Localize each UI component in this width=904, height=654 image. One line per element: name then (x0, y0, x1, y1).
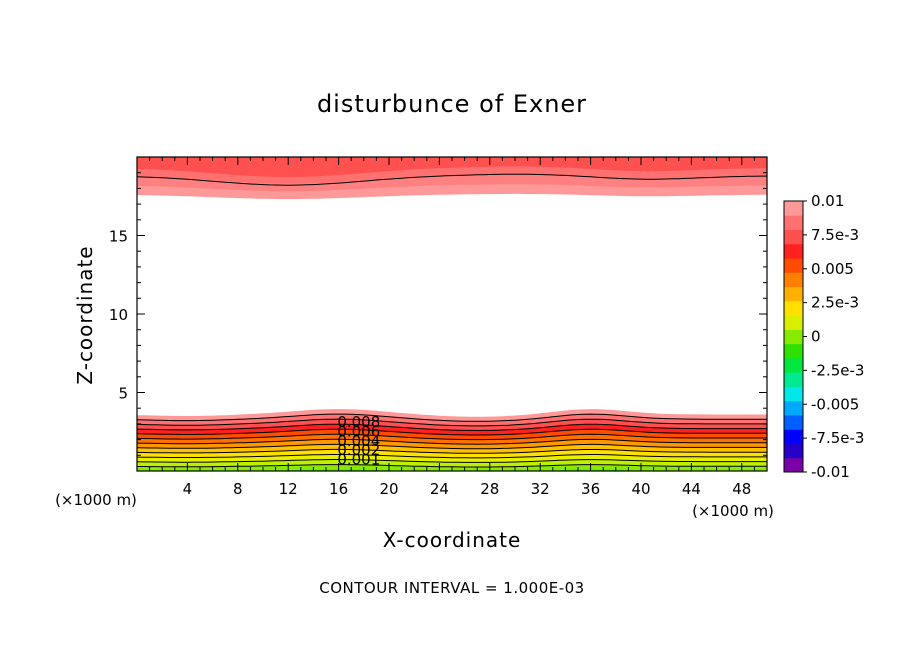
x-tick-label: 28 (480, 480, 499, 498)
x-tick-label: 8 (233, 480, 243, 498)
colorbar-segment (784, 258, 803, 273)
colorbar-segment (784, 386, 803, 402)
colorbar-segment (784, 201, 803, 216)
x-axis-label: X-coordinate (383, 528, 522, 552)
contour-interval-note: CONTOUR INTERVAL = 1.000E-03 (319, 579, 584, 597)
x-unit-label-left: (×1000 m) (55, 491, 137, 509)
colorbar-segment (784, 457, 803, 473)
colorbar-segment (784, 443, 803, 459)
x-unit-label-right: (×1000 m) (692, 502, 774, 520)
colorbar-segment (784, 329, 803, 345)
contour-line (137, 454, 767, 459)
y-tick-label: 15 (109, 228, 128, 246)
colorbar-segment (784, 229, 803, 245)
colorbar-segment (784, 286, 803, 302)
contour-line (137, 423, 767, 432)
contour-line (137, 428, 767, 436)
colorbar-tick-label: -2.5e-3 (811, 361, 864, 379)
x-tick-label: 48 (732, 480, 751, 498)
colorbar-segment (784, 243, 803, 259)
y-tick-label: 10 (109, 306, 128, 324)
plot-area (137, 157, 767, 471)
x-tick-label: 20 (379, 480, 398, 498)
x-tick-label: 40 (631, 480, 650, 498)
colorbar-segment (784, 300, 803, 316)
colorbar: 0.01 7.5e-3 0.005 2.5e-3 0 -2.5e-3 -0.005 -7.5e… (783, 192, 864, 481)
contour-label: 0.008 (337, 413, 380, 431)
contour-line (137, 438, 767, 445)
x-tick-label: 12 (279, 480, 298, 498)
colorbar-tick-label: 0.005 (811, 260, 854, 278)
colorbar-tick-label: -7.5e-3 (811, 429, 864, 447)
contour-line (137, 418, 767, 427)
x-tick-label: 36 (581, 480, 600, 498)
x-tick-label: 32 (531, 480, 550, 498)
colorbar-segment (784, 215, 803, 231)
y-tick-label: 5 (118, 385, 128, 403)
x-tick-label: 16 (329, 480, 348, 498)
contour-line (137, 464, 767, 468)
contour-line (137, 443, 767, 450)
x-tick-label: 44 (682, 480, 701, 498)
colorbar-segment (784, 400, 803, 416)
colorbar-segment (784, 272, 803, 288)
colorbar-tick-label: 7.5e-3 (811, 226, 859, 244)
colorbar-segment (784, 315, 803, 330)
contour-line (137, 433, 767, 441)
x-tick-label: 4 (183, 480, 193, 498)
contour-line (137, 459, 767, 463)
colorbar-tick-label: 0.01 (811, 192, 844, 210)
colorbar-tick-label: 2.5e-3 (811, 294, 859, 312)
colorbar-segment (784, 429, 803, 444)
chart-title: disturbunce of Exner (317, 90, 587, 118)
contour-line (137, 448, 767, 454)
colorbar-segment (784, 343, 803, 359)
colorbar-tick-label: 0 (811, 328, 821, 346)
colorbar-segment (784, 414, 803, 430)
contour-label: 0.006 (337, 422, 380, 440)
top-band (137, 157, 767, 178)
contour-label: 0.001 (337, 451, 380, 469)
contour-label: 0.004 (337, 432, 380, 450)
colorbar-segment (784, 372, 803, 387)
contour-line (137, 413, 767, 422)
colorbar-tick-label: -0.01 (811, 463, 850, 481)
colorbar-segment (784, 357, 803, 373)
contour-label: 0.002 (337, 441, 380, 459)
y-axis-label: Z-coordinate (73, 245, 97, 384)
contour-line (137, 173, 767, 186)
colorbar-tick-label: -0.005 (811, 395, 859, 413)
x-tick-label: 24 (430, 480, 449, 498)
